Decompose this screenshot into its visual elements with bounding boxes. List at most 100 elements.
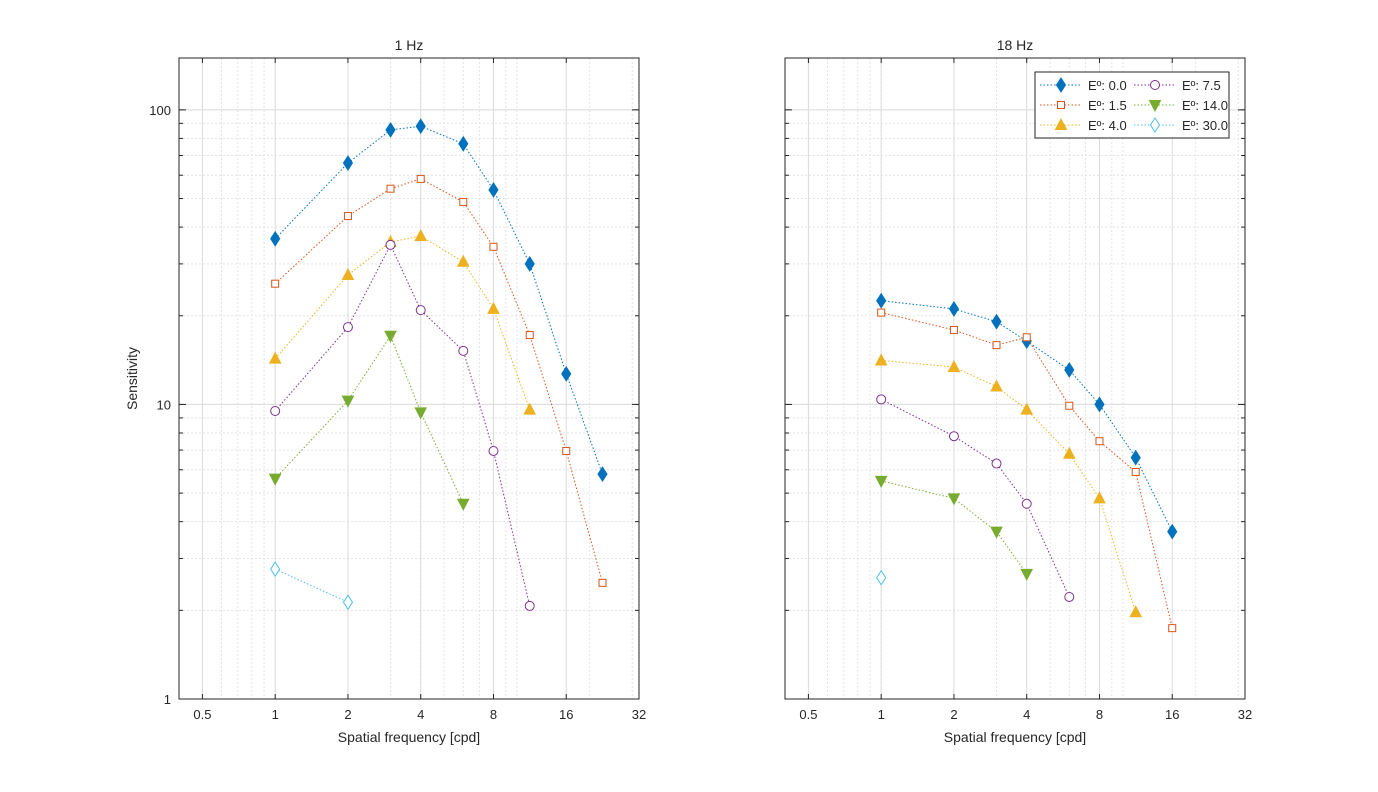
data-point — [488, 445, 499, 456]
data-point — [385, 121, 396, 138]
series-5 — [270, 561, 354, 611]
series-3 — [876, 394, 1075, 602]
data-point — [874, 353, 888, 366]
data-point — [270, 405, 281, 416]
series-line — [881, 480, 1028, 575]
data-point — [948, 300, 960, 317]
x-tick-label: 16 — [559, 707, 573, 722]
plot-area — [785, 58, 1245, 699]
data-point — [270, 230, 281, 247]
legend-label: Eº: 0.0 — [1088, 78, 1127, 93]
data-point — [991, 313, 1002, 330]
data-point — [562, 446, 571, 455]
data-point — [343, 212, 352, 221]
x-tick-label: 4 — [1023, 707, 1030, 722]
data-point — [414, 228, 428, 242]
data-point — [876, 394, 887, 405]
series-3 — [270, 239, 535, 611]
data-point — [524, 255, 535, 272]
data-point — [459, 197, 468, 206]
legend-entry-1: Eº: 1.5 — [1040, 98, 1127, 113]
data-point — [458, 135, 469, 152]
data-point — [990, 526, 1003, 539]
data-point — [1129, 605, 1143, 618]
data-point — [1130, 449, 1141, 466]
y-tick-label: 100 — [149, 103, 171, 118]
data-point — [414, 407, 428, 420]
data-point — [385, 239, 396, 250]
data-point — [561, 365, 572, 382]
data-point — [268, 351, 282, 364]
legend-marker — [1150, 80, 1160, 90]
x-tick-label: 2 — [344, 707, 351, 722]
x-tick-label: 32 — [1238, 707, 1252, 722]
data-point — [523, 402, 537, 415]
data-point — [1094, 396, 1105, 413]
data-point — [342, 322, 353, 333]
x-tick-label: 4 — [417, 707, 424, 722]
x-tick-label: 1 — [272, 707, 279, 722]
series-1 — [271, 174, 607, 587]
data-point — [876, 569, 887, 586]
y-axis-label: Sensitivity — [124, 347, 140, 410]
legend-label: Eº: 30.0 — [1182, 118, 1228, 133]
data-point — [948, 431, 959, 442]
data-point — [1131, 467, 1140, 476]
series-line — [274, 334, 464, 504]
legend-entry-3: Eº: 7.5 — [1134, 78, 1221, 93]
data-point — [874, 475, 888, 488]
data-point — [1064, 361, 1075, 378]
data-point — [1167, 523, 1178, 540]
data-point — [270, 561, 281, 578]
data-point — [949, 325, 958, 334]
legend-marker — [1054, 117, 1068, 130]
data-point — [1062, 446, 1076, 459]
series-4 — [268, 330, 470, 511]
data-point — [416, 174, 425, 183]
data-point — [597, 466, 608, 483]
series-0 — [876, 292, 1178, 540]
data-point — [487, 301, 500, 314]
legend-entry-5: Eº: 30.0 — [1134, 117, 1228, 133]
data-point — [525, 331, 534, 340]
x-tick-label: 1 — [878, 707, 885, 722]
data-point — [1021, 498, 1032, 509]
series-line — [274, 178, 603, 583]
data-point — [992, 341, 1001, 350]
data-point — [991, 458, 1002, 469]
data-point — [342, 155, 354, 171]
series-4 — [874, 475, 1034, 581]
data-point — [1020, 402, 1034, 415]
series-1 — [877, 308, 1177, 633]
x-tick-label: 32 — [632, 707, 646, 722]
data-point — [384, 330, 397, 343]
data-point — [271, 279, 280, 288]
data-point — [488, 181, 499, 198]
legend-marker — [1055, 77, 1067, 93]
x-axis-label: Spatial frequency [cpd] — [944, 729, 1086, 745]
legend-box — [1034, 71, 1230, 139]
data-point — [1093, 491, 1106, 504]
data-point — [456, 498, 470, 511]
chart-title: 18 Hz — [997, 37, 1034, 53]
data-point — [1022, 333, 1031, 342]
data-point — [415, 118, 426, 135]
data-point — [415, 305, 426, 316]
data-point — [1064, 591, 1075, 602]
y-tick-label: 1 — [164, 692, 171, 707]
legend-entry-2: Eº: 4.0 — [1040, 117, 1127, 133]
data-point — [877, 308, 886, 317]
data-point — [990, 379, 1003, 392]
data-point — [1020, 568, 1034, 581]
data-point — [947, 359, 961, 372]
legend-marker — [1057, 101, 1065, 109]
x-tick-label: 8 — [1096, 707, 1103, 722]
y-tick-label: 10 — [157, 397, 171, 412]
legend-entry-0: Eº: 0.0 — [1040, 77, 1127, 93]
data-point — [1095, 437, 1104, 446]
chart-panel-1: 0.5 1 2 4 8 16 32 18 Hz Spatial frequency [cpd] E… — [784, 37, 1252, 745]
legend-marker — [1149, 117, 1161, 133]
legend-entry-4: Eº: 14.0 — [1134, 98, 1228, 113]
data-point — [342, 594, 354, 611]
